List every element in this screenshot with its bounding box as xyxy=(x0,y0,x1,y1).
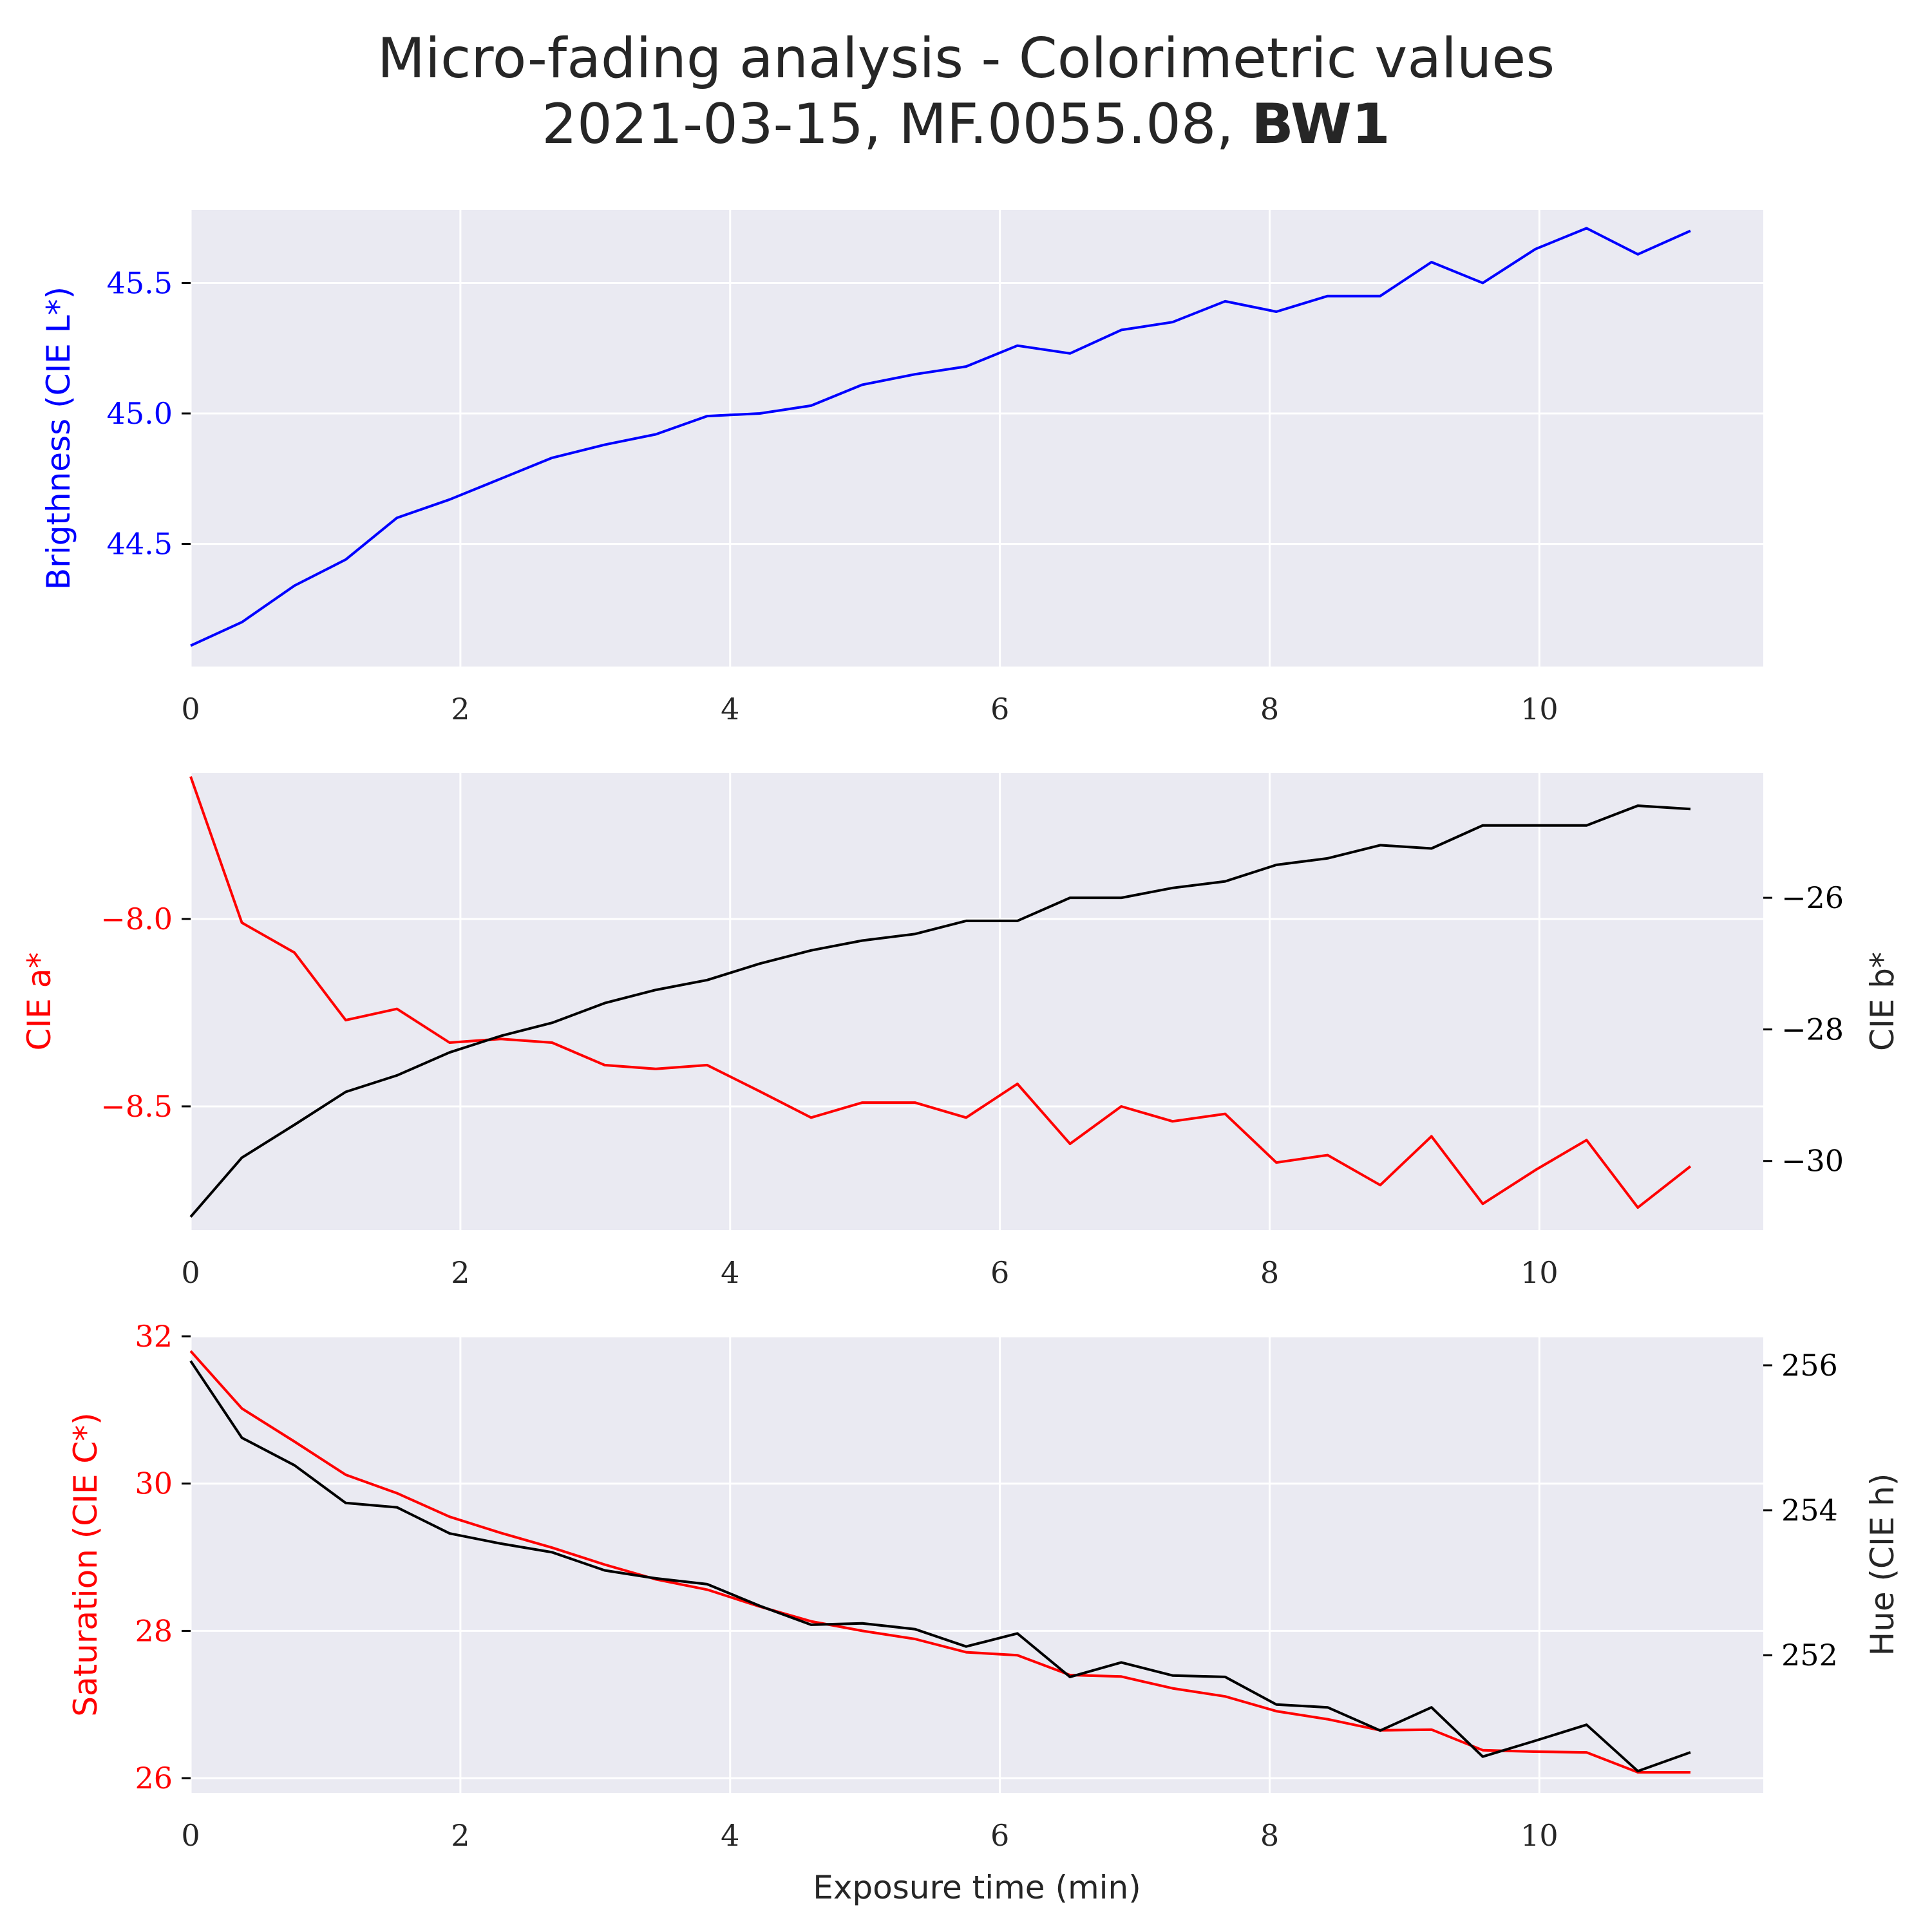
gridlines-saturation-hue xyxy=(189,1335,1763,1793)
plot-area-ab xyxy=(191,773,1763,1230)
panel-brightness: 0 2 4 6 8 10 44.5 45.0 45.5 Brigthness (CIE L*) xyxy=(40,210,1763,726)
y-tick-label: 26 xyxy=(135,1761,173,1795)
gridlines-ab xyxy=(189,773,1763,1230)
series-lines-brightness xyxy=(190,227,1691,647)
x-tick-label: 4 xyxy=(721,692,739,726)
x-tick-label: 0 xyxy=(181,692,200,726)
series-line-ab-1 xyxy=(189,776,1692,1209)
y-right-tick-label: −30 xyxy=(1781,1144,1844,1179)
y-tick-label: 44.5 xyxy=(107,527,173,562)
x-tick-label: 6 xyxy=(990,692,1009,726)
panel-saturation-hue: 0 2 4 6 8 10 26 28 30 32 252 254 256 Saturation (C… xyxy=(67,1319,1901,1906)
x-tick-label: 8 xyxy=(1260,1255,1279,1290)
plot-area-saturation-hue xyxy=(191,1336,1763,1793)
x-tick-label: 8 xyxy=(1260,692,1279,726)
x-tick-label: 10 xyxy=(1520,1255,1558,1290)
y-right-tick-label: −26 xyxy=(1781,880,1844,915)
series-line-saturation-hue-2 xyxy=(189,1360,1691,1773)
y-tick-label: 32 xyxy=(135,1319,173,1354)
plot-area-brightness xyxy=(191,210,1763,667)
series-line-brightness-1 xyxy=(190,227,1691,647)
x-axis-label: Exposure time (min) xyxy=(813,1869,1141,1906)
y-axis-label-brightness: Brigthness (CIE L*) xyxy=(40,287,77,590)
series-line-ab-2 xyxy=(189,804,1691,1218)
y-ticks-b: −30 −28 −26 xyxy=(1763,880,1844,1179)
y-tick-label: 28 xyxy=(135,1613,173,1648)
gridlines-brightness xyxy=(189,210,1763,667)
x-tick-label: 10 xyxy=(1520,1818,1558,1853)
x-tick-label: 6 xyxy=(990,1255,1009,1290)
y-right-tick-label: 254 xyxy=(1781,1493,1838,1528)
y-axis-label-a: CIE a* xyxy=(21,952,58,1051)
y-ticks-hue: 252 254 256 xyxy=(1763,1348,1838,1672)
x-tick-label: 4 xyxy=(721,1818,739,1853)
series-line-saturation-hue-1 xyxy=(189,1350,1690,1774)
x-tick-label: 6 xyxy=(990,1818,1009,1853)
y-right-tick-label: −28 xyxy=(1781,1012,1844,1046)
panel-ab: 0 2 4 6 8 10 −8.5 −8.0 −30 −28 −26 CIE a* CIE b* xyxy=(21,773,1901,1290)
y-tick-label: 45.0 xyxy=(107,396,173,431)
x-ticks-ab: 0 2 4 6 8 10 xyxy=(181,1255,1558,1290)
figure-title-line-1: Micro-fading analysis - Colorimetric val… xyxy=(377,26,1555,91)
x-tick-label: 2 xyxy=(451,1818,469,1853)
x-tick-label: 0 xyxy=(181,1255,200,1290)
y-tick-label: 45.5 xyxy=(107,265,173,300)
y-tick-label: −8.5 xyxy=(100,1089,173,1124)
x-tick-label: 2 xyxy=(451,1255,469,1290)
y-axis-label-hue: Hue (CIE h) xyxy=(1864,1473,1901,1656)
x-tick-label: 10 xyxy=(1520,692,1558,726)
x-tick-label: 4 xyxy=(721,1255,739,1290)
x-ticks-saturation-hue: 0 2 4 6 8 10 xyxy=(181,1818,1558,1853)
y-tick-label: 30 xyxy=(135,1466,173,1501)
y-ticks-a: −8.5 −8.0 xyxy=(100,902,191,1124)
x-ticks-brightness: 0 2 4 6 8 10 xyxy=(181,692,1558,726)
y-ticks-brightness: 44.5 45.0 45.5 xyxy=(107,265,191,562)
y-right-tick-label: 252 xyxy=(1781,1638,1838,1672)
figure-title-sample: BW1 xyxy=(1251,92,1390,156)
series-lines-saturation-hue xyxy=(189,1350,1691,1774)
y-right-tick-label: 256 xyxy=(1781,1348,1838,1383)
x-tick-label: 8 xyxy=(1260,1818,1279,1853)
x-tick-label: 0 xyxy=(181,1818,200,1853)
y-ticks-saturation: 26 28 30 32 xyxy=(135,1319,191,1795)
figure-title-date-id: 2021-03-15, MF.0055.08, xyxy=(542,92,1251,156)
y-axis-label-b: CIE b* xyxy=(1864,952,1901,1051)
y-tick-label: −8.0 xyxy=(100,902,173,936)
x-tick-label: 2 xyxy=(451,692,469,726)
y-axis-label-saturation: Saturation (CIE C*) xyxy=(67,1412,104,1717)
series-lines-ab xyxy=(189,776,1692,1218)
figure-title-line-2: 2021-03-15, MF.0055.08, BW1 xyxy=(542,92,1390,156)
